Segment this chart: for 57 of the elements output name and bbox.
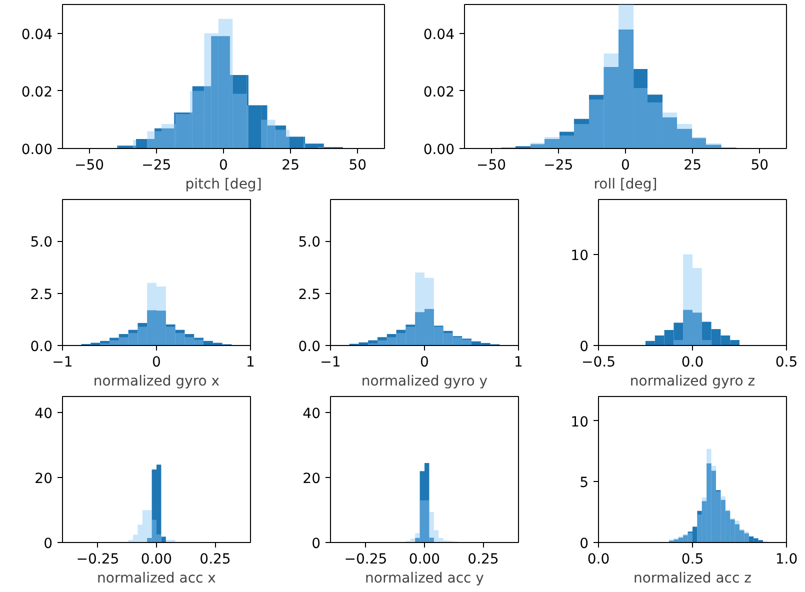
y-tick-label: 40: [34, 406, 53, 422]
x-tick-label: 0: [152, 354, 161, 370]
y-tick-label: 0.02: [21, 84, 52, 100]
y-tick-label: 10: [570, 248, 589, 264]
x-tick-label: 0: [219, 158, 228, 174]
y-tick-label: 40: [302, 406, 321, 422]
x-tick-label: 1: [514, 354, 523, 370]
y-tick-label: 0.00: [21, 142, 52, 158]
y-tick-label: 5.0: [30, 234, 52, 251]
y-tick-label: 10: [570, 414, 589, 430]
x-tick-label: 0.00: [140, 552, 172, 568]
y-tick-label: 5: [580, 475, 589, 492]
x-tick-label: 1: [246, 354, 255, 370]
x-tick-label: 0.25: [468, 552, 499, 568]
x-tick-label: −25: [544, 158, 574, 174]
x-axis-title: normalized gyro z: [630, 374, 756, 390]
y-tick-label: 20: [34, 471, 53, 488]
y-tick-label: 0: [312, 536, 321, 552]
x-axis-title: normalized gyro y: [361, 374, 488, 390]
x-tick-label: −0.25: [344, 552, 388, 568]
x-tick-label: −1: [320, 354, 341, 370]
x-tick-label: 0.25: [200, 552, 231, 568]
x-axis-title: normalized gyro x: [93, 374, 220, 390]
x-tick-label: 50: [348, 158, 367, 174]
y-tick-label: 0.02: [423, 84, 454, 100]
x-tick-label: −50: [74, 158, 104, 174]
x-tick-label: 25: [684, 158, 702, 174]
x-tick-label: −1: [52, 354, 73, 370]
y-tick-label: 0: [44, 536, 53, 552]
x-tick-label: 1.0: [775, 552, 798, 568]
y-tick-label: 0: [580, 339, 589, 355]
y-tick-label: 0.0: [30, 339, 52, 355]
x-axis-title: pitch [deg]: [185, 176, 262, 192]
y-tick-label: 0.0: [298, 339, 320, 355]
x-axis-title: normalized acc y: [365, 570, 484, 586]
x-tick-label: −25: [142, 158, 172, 174]
y-tick-label: 2.5: [30, 286, 52, 303]
y-tick-label: 2.5: [298, 286, 320, 303]
x-tick-label: 0.5: [775, 354, 798, 370]
x-tick-label: 0.00: [408, 552, 440, 568]
x-tick-label: 25: [282, 158, 300, 174]
y-tick-label: 0.04: [21, 26, 53, 43]
y-tick-label: 0: [580, 536, 589, 552]
x-tick-label: 0.5: [681, 552, 704, 568]
x-axis-title: normalized acc x: [97, 570, 216, 586]
x-axis-title: normalized acc z: [633, 570, 752, 586]
x-axis-title: roll [deg]: [594, 176, 658, 192]
x-tick-label: −0.25: [76, 552, 120, 568]
x-tick-label: 50: [750, 158, 769, 174]
x-tick-label: −0.5: [582, 354, 616, 370]
y-tick-label: 5.0: [298, 234, 320, 251]
y-tick-label: 20: [302, 471, 321, 488]
x-tick-label: 0.0: [681, 354, 704, 370]
y-tick-label: 0.00: [423, 142, 454, 158]
x-tick-label: −50: [476, 158, 506, 174]
y-tick-label: 0.04: [423, 26, 455, 43]
x-tick-label: 0: [621, 158, 630, 174]
